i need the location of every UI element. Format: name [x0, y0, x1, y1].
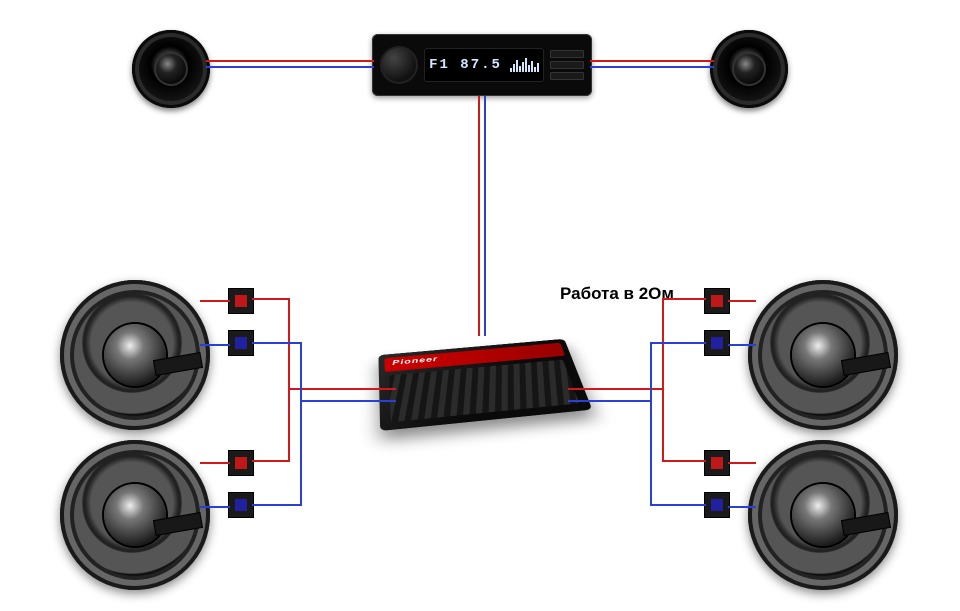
wire-amp-r-neg [650, 342, 652, 402]
wire-amp-r-pos [662, 298, 664, 390]
wire-amp-r-pos [662, 298, 706, 300]
wire-amp-r-neg [568, 400, 652, 402]
wire-amp-r-pos [662, 460, 706, 462]
term-lt-neg [228, 330, 254, 356]
wire-sp-rb-pos [728, 462, 756, 464]
amplifier-brand-label: Pioneer [392, 355, 438, 366]
wire-amp-l-neg [252, 504, 302, 506]
head-unit-display: F1 87.5 [424, 48, 544, 82]
wire-sp-lt-neg [200, 344, 230, 346]
wire-sp-rt-neg [728, 344, 756, 346]
wire-amp-l-neg [300, 400, 396, 402]
wire-amp-l-neg [300, 342, 302, 402]
wire-amp-r-neg [650, 400, 652, 506]
tweeter-right [710, 30, 788, 108]
term-lb-neg [228, 492, 254, 518]
wire-amp-l-pos [288, 298, 290, 390]
wire-sp-lt-pos [200, 300, 230, 302]
wire-amp-l-neg [300, 400, 302, 506]
head-unit-knob [380, 46, 418, 84]
head-unit-display-text: F1 87.5 [429, 57, 502, 73]
speaker-left-top [60, 280, 210, 430]
wire-hu-tw-r-neg [590, 66, 714, 68]
wire-hu-tw-l-pos [206, 60, 374, 62]
head-unit-eq-icon [510, 58, 539, 72]
wire-amp-r-neg [650, 342, 706, 344]
speaker-right-bottom [748, 440, 898, 590]
wire-amp-r-neg [650, 504, 706, 506]
wire-sp-rb-neg [728, 506, 756, 508]
wire-hu-amp-pos [478, 96, 480, 336]
wire-amp-l-pos [252, 460, 290, 462]
wire-hu-tw-l-neg [206, 66, 374, 68]
wire-amp-r-pos [662, 388, 664, 462]
wire-amp-l-pos [288, 388, 396, 390]
term-rt-neg [704, 330, 730, 356]
term-rt-pos [704, 288, 730, 314]
wire-amp-l-pos [288, 388, 290, 462]
wire-sp-lb-pos [200, 462, 230, 464]
wire-sp-lb-neg [200, 506, 230, 508]
amplifier: Pioneer [378, 339, 592, 431]
head-unit-buttons [550, 40, 584, 90]
speaker-left-bottom [60, 440, 210, 590]
head-unit: F1 87.5 [372, 34, 592, 96]
tweeter-left [132, 30, 210, 108]
term-lt-pos [228, 288, 254, 314]
wire-sp-rt-pos [728, 300, 756, 302]
term-rb-pos [704, 450, 730, 476]
wire-amp-l-pos [252, 298, 290, 300]
wire-hu-amp-neg [484, 96, 486, 336]
diagram-title: Работа в 2Ом [560, 284, 674, 304]
wire-hu-tw-r-pos [590, 60, 714, 62]
speaker-right-top [748, 280, 898, 430]
term-rb-neg [704, 492, 730, 518]
wire-amp-l-neg [252, 342, 302, 344]
term-lb-pos [228, 450, 254, 476]
